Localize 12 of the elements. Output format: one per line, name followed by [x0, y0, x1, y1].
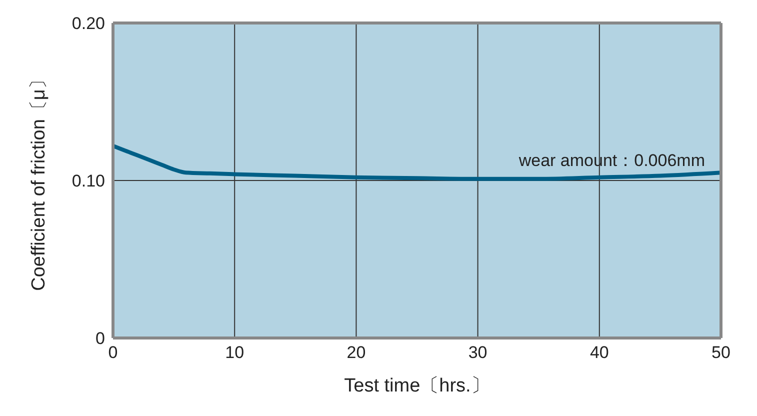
y-tick-label: 0: [96, 329, 105, 348]
x-axis-title: Test time〔hrs.〕: [344, 375, 490, 396]
x-tick-label: 10: [225, 343, 244, 362]
y-tick-label: 0.20: [72, 14, 105, 34]
x-tick-label: 30: [468, 343, 488, 362]
line-series: [113, 144, 721, 181]
y-tick-label: 0.10: [72, 172, 105, 191]
x-tick-label: 40: [590, 343, 609, 362]
x-tick-label: 0: [108, 343, 118, 362]
x-tick-label: 20: [346, 343, 366, 362]
y-axis-title: Coefficient of friction〔μ〕: [28, 70, 50, 291]
x-tick-label: 50: [712, 343, 730, 362]
